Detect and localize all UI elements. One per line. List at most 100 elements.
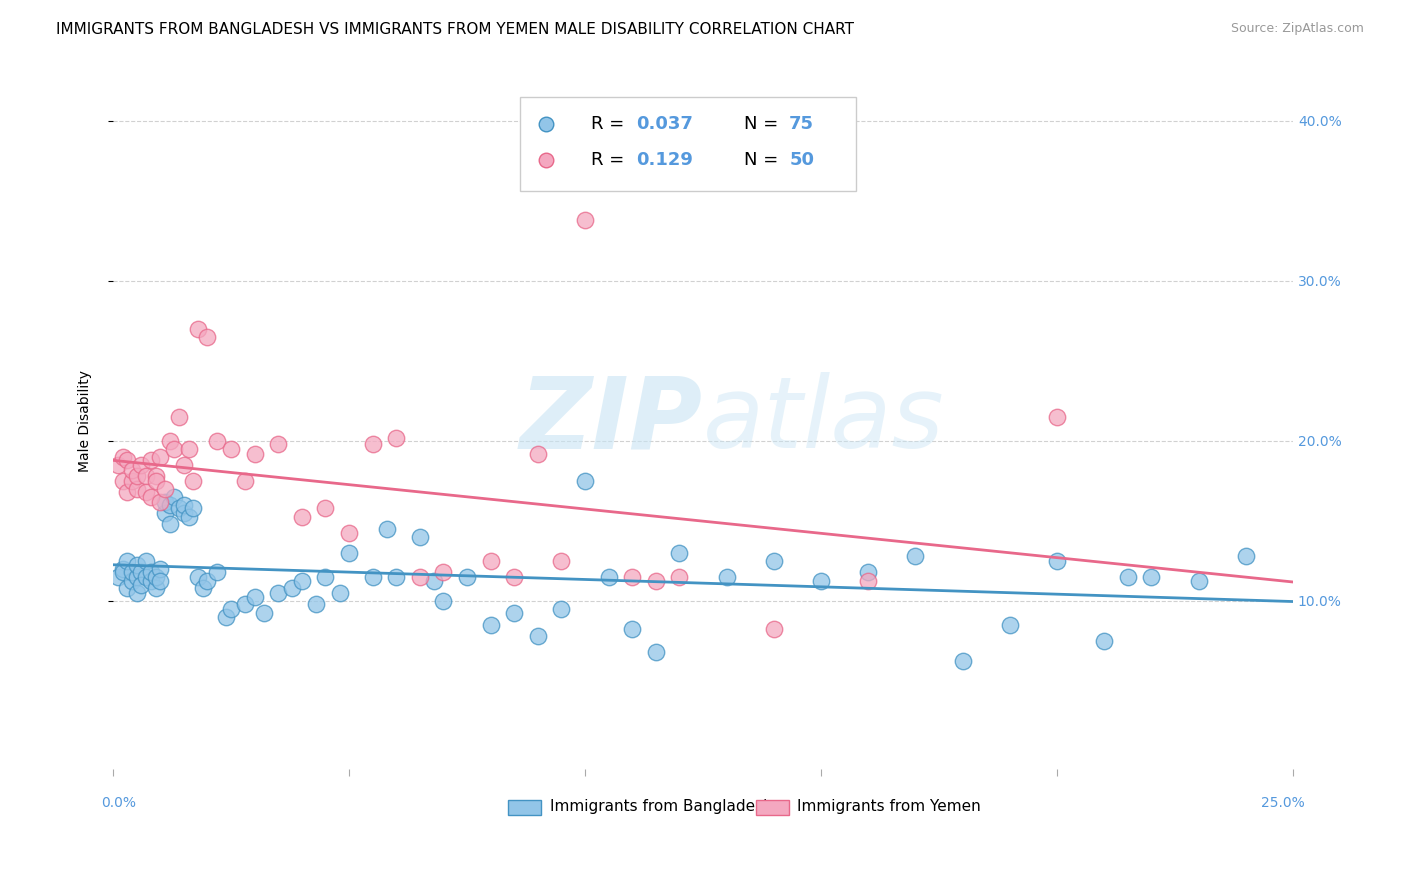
Point (107, 569, 129, 583)
Point (456, 569, 478, 583)
Point (281, 581, 304, 595)
Point (243, 446, 266, 460)
Point (479, 617, 502, 632)
Point (527, 629, 550, 643)
Point (810, 574, 832, 589)
Point (125, 469, 148, 483)
Text: 50: 50 (789, 151, 814, 169)
Point (668, 546, 690, 560)
Point (125, 482, 148, 496)
Point (177, 510, 200, 524)
Point (1046, 409, 1069, 424)
Point (409, 530, 432, 544)
Point (527, 446, 550, 460)
FancyBboxPatch shape (509, 800, 541, 815)
Point (131, 577, 153, 591)
Point (550, 554, 572, 568)
Point (183, 474, 205, 488)
Point (432, 565, 454, 579)
Point (135, 484, 157, 499)
Point (243, 591, 266, 605)
Text: N =: N = (744, 115, 785, 133)
Point (149, 450, 172, 464)
Point (858, 565, 880, 579)
Point (197, 574, 219, 589)
Point (117, 453, 139, 467)
Text: 75: 75 (789, 115, 814, 133)
Point (153, 482, 176, 496)
Point (125, 569, 148, 583)
Point (159, 516, 181, 531)
Point (716, 569, 738, 583)
Point (291, 574, 314, 589)
Point (1234, 549, 1257, 563)
Point (131, 565, 153, 579)
Text: N =: N = (744, 151, 785, 169)
Point (952, 654, 974, 668)
Point (423, 574, 446, 589)
Point (117, 484, 139, 499)
Point (574, 474, 596, 488)
Point (153, 506, 176, 520)
Point (858, 574, 880, 589)
Point (135, 469, 157, 483)
Point (163, 442, 186, 456)
Point (125, 585, 148, 599)
Point (219, 601, 242, 615)
Point (315, 500, 337, 515)
Point (149, 494, 172, 508)
Point (291, 510, 314, 524)
Point (107, 458, 129, 472)
Point (135, 554, 157, 568)
Point (904, 549, 927, 563)
Point (503, 607, 526, 621)
Point (187, 569, 209, 583)
Point (197, 330, 219, 344)
Point (187, 322, 209, 336)
Point (550, 601, 572, 615)
Point (159, 498, 181, 512)
Point (574, 213, 596, 227)
Text: 0.0%: 0.0% (101, 797, 136, 810)
Point (621, 623, 644, 637)
Point (121, 462, 143, 476)
Point (111, 565, 134, 579)
Point (215, 609, 238, 624)
Point (409, 569, 432, 583)
Point (111, 562, 134, 576)
Point (233, 597, 256, 611)
Point (361, 437, 384, 451)
Point (375, 522, 398, 536)
Text: R =: R = (591, 115, 630, 133)
Point (267, 585, 290, 599)
Point (233, 474, 256, 488)
Point (159, 434, 181, 448)
Point (167, 500, 190, 515)
FancyBboxPatch shape (520, 97, 856, 191)
Point (173, 506, 195, 520)
Point (135, 569, 157, 583)
Point (173, 498, 195, 512)
Point (385, 569, 408, 583)
Point (149, 562, 172, 576)
Point (1188, 574, 1211, 589)
FancyBboxPatch shape (756, 800, 789, 815)
Point (668, 569, 690, 583)
Point (111, 450, 134, 464)
Text: 0.037: 0.037 (636, 115, 693, 133)
Point (121, 565, 143, 579)
Point (315, 569, 337, 583)
Point (267, 437, 290, 451)
Point (139, 565, 162, 579)
Point (644, 574, 666, 589)
Point (121, 474, 143, 488)
Text: 0.129: 0.129 (636, 151, 693, 169)
Point (111, 474, 134, 488)
Point (337, 546, 360, 560)
Point (145, 474, 167, 488)
Text: atlas: atlas (703, 372, 945, 469)
Point (219, 442, 242, 456)
Point (1092, 633, 1115, 648)
Y-axis label: Male Disability: Male Disability (79, 370, 93, 472)
Point (167, 409, 190, 424)
